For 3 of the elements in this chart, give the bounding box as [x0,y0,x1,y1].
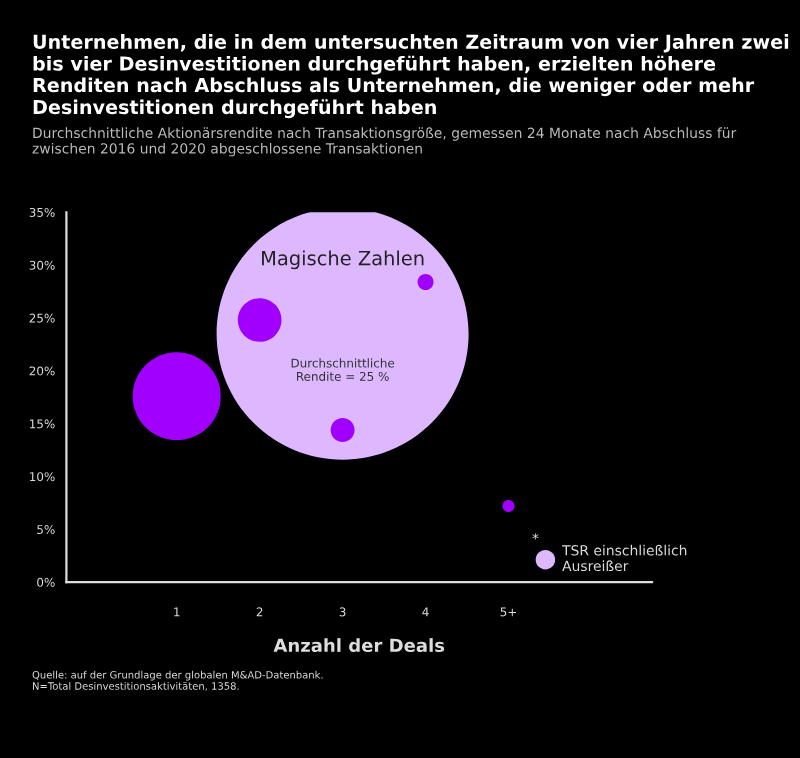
annotation: Magische Zahlen [262,250,424,270]
x-axis-title: Anzahl der Deals [273,638,445,653]
chart-title: Unternehmen, die in dem untersuchten Zeitraum von vier Jahren zwei bis vier Desinvestitionen durchgeführt haben, erzielten höhere Renditen nach Abschluss als Unternehmen, die weniger oder mehr Desinvestitionen durchgeführt haben [33,34,789,119]
